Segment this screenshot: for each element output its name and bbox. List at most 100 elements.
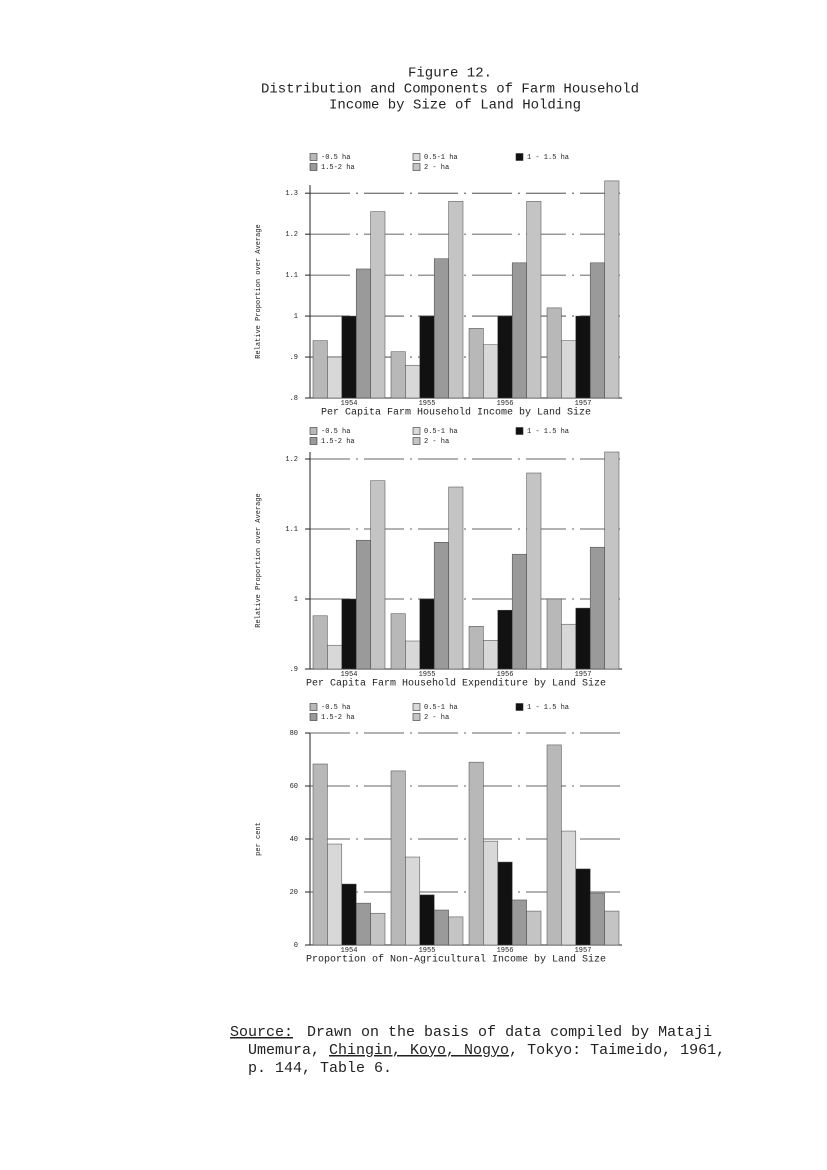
bar [370,480,386,670]
bar [419,315,435,399]
figure-label: Figure 12. [408,66,492,82]
legend-swatch [412,713,421,721]
bar [589,892,605,946]
y-tick-label: 0 [294,942,298,950]
bar [327,843,343,946]
legend-swatch [309,703,318,711]
bar [327,356,343,399]
legend-swatch [309,163,318,171]
y-tick-label: .9 [290,666,298,674]
bar [419,598,435,670]
source-title: Chingin, Koyo, Nogyo [329,1042,509,1059]
bar [355,268,371,399]
x-tick-label: 1954 [341,671,358,679]
legend-swatch [412,437,421,445]
legend-label: 2 - ha [424,714,449,722]
y-tick-label: 80 [290,730,298,738]
legend-label: 1.5-2 ha [321,714,355,722]
bar [497,861,513,946]
bar [312,763,328,946]
bar [468,761,484,946]
legend-label: 1 - 1.5 ha [527,704,569,712]
bar [546,598,562,670]
source-text: p. 144, Table 6. [248,1060,392,1077]
bar [390,770,406,946]
bar [433,542,449,670]
legend-label: 1.5-2 ha [321,164,355,172]
bar [497,315,513,399]
bar [448,201,464,399]
bar [390,351,406,399]
x-tick-label: 1954 [341,400,358,408]
bar [546,744,562,946]
legend-swatch [412,703,421,711]
bar [405,364,421,399]
bar [419,894,435,946]
bar [526,472,542,670]
x-axis-title: Proportion of Non-Agricultural Income by… [306,954,606,966]
x-tick-label: 1955 [419,947,436,955]
bar [575,607,591,670]
y-tick-label: 40 [290,836,298,844]
bar [468,328,484,399]
bar [405,856,421,946]
source-text: Drawn on the basis of data compiled by M… [307,1024,712,1041]
bar [312,340,328,399]
legend-label: 2 - ha [424,438,449,446]
bar [589,546,605,670]
bar [433,258,449,399]
x-tick-label: 1956 [497,671,514,679]
bar [370,211,386,399]
source-text: Umemura, Chingin, Koyo, Nogyo, Tokyo: Ta… [203,1042,752,1059]
y-axis-title: Relative Proportion over Average [255,224,263,358]
bar [341,315,357,399]
legend-label: 0.5-1 ha [424,704,458,712]
legend-swatch [412,163,421,171]
x-tick-label: 1957 [575,400,592,408]
source-text: p. 144, Table 6. [203,1060,419,1077]
bar [546,307,562,399]
legend-label: 0.5-1 ha [424,428,458,436]
bar [448,486,464,670]
bar [526,201,542,399]
legend-swatch [515,153,524,161]
legend-swatch [309,153,318,161]
x-axis-title: Per Capita Farm Household Expenditure by… [306,678,606,690]
y-tick-label: 1 [294,313,298,321]
legend-label: 1 - 1.5 ha [527,154,569,162]
y-tick-label: 1 [294,596,298,604]
y-tick-label: 1.2 [285,456,298,464]
bar [390,613,406,670]
source-label: Source: [230,1024,293,1041]
legend-label: -0.5 ha [321,428,350,436]
bar [448,916,464,946]
legend-swatch [515,703,524,711]
x-tick-label: 1955 [419,671,436,679]
bar [355,539,371,670]
bar [327,644,343,670]
bar [497,609,513,670]
bar [561,340,577,399]
legend-swatch [515,427,524,435]
bar [511,262,527,399]
x-tick-label: 1956 [497,947,514,955]
x-tick-label: 1954 [341,947,358,955]
bar [604,451,620,670]
bar [312,615,328,670]
x-tick-label: 1957 [575,671,592,679]
y-tick-label: 1.3 [285,190,298,198]
legend-swatch [412,427,421,435]
y-tick-label: 20 [290,889,298,897]
legend-label: -0.5 ha [321,704,350,712]
source-text: , Tokyo: Taimeido, 1961, [509,1042,725,1059]
y-tick-label: 1.2 [285,231,298,239]
bar [483,344,499,399]
bar [511,553,527,670]
bar [370,912,386,946]
legend-swatch [309,427,318,435]
bar [561,623,577,670]
legend-swatch [309,713,318,721]
figure-title: Income by Size of Land Holding [329,98,581,114]
legend-label: -0.5 ha [321,154,350,162]
